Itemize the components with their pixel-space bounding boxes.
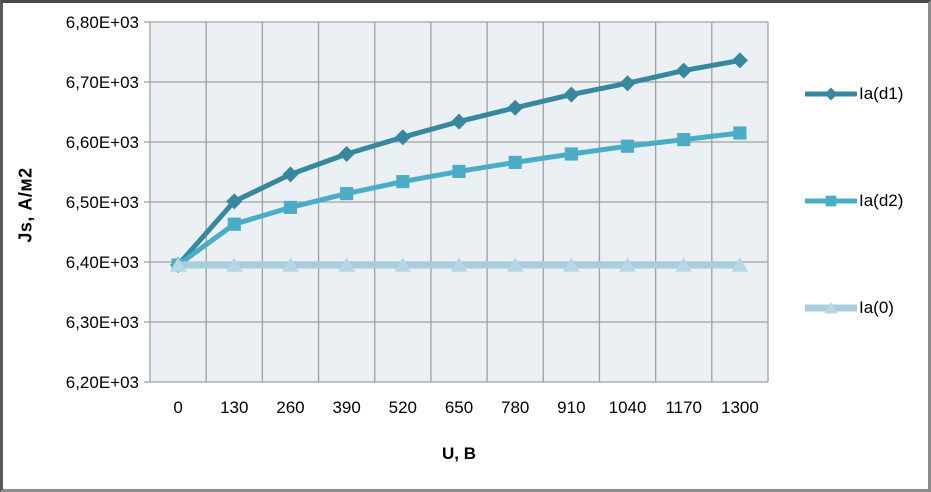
data-point-marker[interactable] bbox=[282, 166, 299, 183]
data-point-marker[interactable] bbox=[619, 257, 636, 272]
x-tick-label: 780 bbox=[501, 398, 529, 417]
data-point-marker[interactable] bbox=[731, 257, 749, 272]
data-point-marker[interactable] bbox=[508, 155, 522, 169]
data-point-marker[interactable] bbox=[227, 217, 241, 231]
x-tick-label: 0 bbox=[173, 398, 182, 417]
data-point-marker[interactable] bbox=[225, 257, 243, 272]
x-tick-label: 390 bbox=[332, 398, 360, 417]
data-point-marker[interactable] bbox=[338, 257, 356, 272]
y-tick-label: 6,70E+03 bbox=[66, 73, 139, 92]
data-point-marker[interactable] bbox=[619, 75, 636, 92]
x-tick-label: 260 bbox=[276, 398, 304, 417]
legend: Ia(d1) Ia(d2) Ia(0) bbox=[805, 3, 925, 489]
y-axis-title: Js, А/м2 bbox=[15, 167, 36, 243]
chart-plot-svg: 6,80E+03 6,70E+03 6,60E+03 6,50E+03 6,40E+03… bbox=[66, 13, 769, 417]
data-point-marker[interactable] bbox=[677, 133, 691, 147]
data-point-marker[interactable] bbox=[507, 99, 524, 116]
data-point-marker[interactable] bbox=[451, 113, 467, 130]
data-point-marker[interactable] bbox=[340, 187, 354, 201]
data-point-marker[interactable] bbox=[283, 200, 298, 214]
y-tick-label: 6,30E+03 bbox=[66, 313, 139, 332]
x-tick-label: 910 bbox=[557, 398, 585, 417]
data-point-marker[interactable] bbox=[169, 257, 187, 272]
data-point-marker[interactable] bbox=[450, 257, 468, 272]
data-point-marker[interactable] bbox=[282, 257, 299, 272]
legend-marker-diamond bbox=[805, 87, 857, 101]
data-point-marker[interactable] bbox=[394, 129, 411, 146]
x-tick-label: 520 bbox=[389, 398, 417, 417]
legend-marker-shape bbox=[824, 301, 838, 314]
y-tick-label: 6,40E+03 bbox=[66, 253, 139, 272]
x-tick-label: 650 bbox=[445, 398, 473, 417]
y-tick-label: 6,20E+03 bbox=[66, 373, 139, 392]
legend-item-ia-0[interactable]: Ia(0) bbox=[805, 298, 894, 318]
data-point-marker[interactable] bbox=[394, 257, 412, 272]
legend-label: Ia(d2) bbox=[859, 191, 904, 210]
x-tick-label: 1300 bbox=[721, 398, 759, 417]
data-point-marker[interactable] bbox=[733, 126, 747, 140]
data-point-marker[interactable] bbox=[562, 257, 580, 272]
legend-item-ia-d1[interactable]: Ia(d1) bbox=[805, 84, 903, 104]
legend-label: Ia(d1) bbox=[859, 84, 904, 103]
data-point-marker[interactable] bbox=[226, 193, 243, 210]
legend-marker-square bbox=[805, 195, 857, 207]
legend-marker-shape bbox=[824, 87, 838, 101]
legend-item-ia-d2[interactable]: Ia(d2) bbox=[805, 191, 903, 211]
data-point-marker[interactable] bbox=[564, 147, 578, 161]
y-tick-label: 6,50E+03 bbox=[66, 193, 139, 212]
legend-label: Ia(0) bbox=[859, 298, 894, 317]
data-point-marker[interactable] bbox=[675, 62, 692, 79]
data-point-marker[interactable] bbox=[620, 139, 635, 153]
legend-marker-shape bbox=[825, 195, 837, 207]
data-point-marker[interactable] bbox=[396, 175, 410, 189]
x-tick-label: 130 bbox=[220, 398, 248, 417]
x-tick-label: 1040 bbox=[609, 398, 647, 417]
data-point-marker[interactable] bbox=[506, 257, 524, 272]
series-Ia(0)[interactable] bbox=[169, 257, 749, 272]
y-tick-label: 6,80E+03 bbox=[66, 13, 139, 32]
data-point-marker[interactable] bbox=[731, 52, 748, 69]
data-point-marker[interactable] bbox=[563, 86, 580, 103]
x-tick-label: 1170 bbox=[665, 398, 702, 417]
data-point-marker[interactable] bbox=[338, 146, 355, 162]
y-tick-label: 6,60E+03 bbox=[66, 133, 139, 152]
data-point-marker[interactable] bbox=[675, 257, 693, 272]
data-point-marker[interactable] bbox=[452, 164, 466, 178]
x-axis-title: U, В bbox=[442, 444, 476, 463]
legend-marker-triangle bbox=[805, 301, 857, 314]
